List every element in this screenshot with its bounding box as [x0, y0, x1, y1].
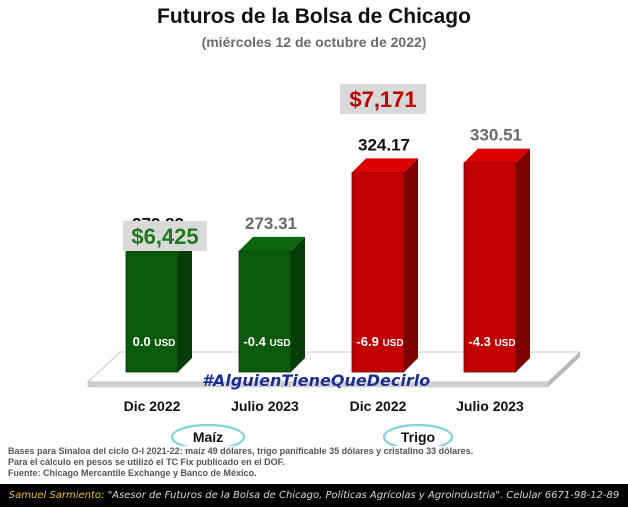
x-tick-label: Dic 2022: [124, 398, 181, 414]
x-tick-label: Julio 2023: [456, 398, 524, 414]
bar-side: [178, 237, 192, 372]
bar-top: [239, 236, 305, 251]
group-label: Trigo: [401, 429, 435, 445]
bar-front: [238, 250, 292, 373]
chart-title: Futuros de la Bolsa de Chicago: [157, 5, 471, 28]
footnotes: Bases para Sinaloa del ciclo O-I 2021-22…: [8, 446, 608, 479]
bar-top: [352, 158, 418, 173]
bar-side: [404, 158, 418, 372]
author-footer-bar: Samuel Sarmiento: "Asesor de Futuros de …: [0, 484, 628, 507]
x-tick-label: Julio 2023: [231, 398, 299, 414]
bar-change-label: -4.3 USD: [468, 334, 515, 349]
price-callout-box: [340, 84, 426, 114]
group-label-oval: [382, 423, 454, 446]
chart-subtitle: (miércoles 12 de octubre de 2022): [201, 34, 427, 50]
watermark-hashtag: #AlguienTieneQueDecirlo: [202, 371, 430, 390]
group-label: Maíz: [193, 429, 223, 445]
x-tick-label: Dic 2022: [350, 398, 407, 414]
bar-top: [464, 148, 530, 163]
bar-change-label: 0.0 USD: [133, 334, 176, 349]
bar-side: [291, 236, 305, 372]
bar-value-label: 324.17: [358, 135, 410, 154]
author-footer-text: Samuel Sarmiento: "Asesor de Futuros de …: [0, 490, 628, 501]
bar-value-label: 330.51: [470, 126, 522, 145]
price-callout-label: $6,425: [131, 224, 198, 249]
price-callout-label: $7,171: [349, 87, 416, 112]
bar-front: [351, 172, 405, 373]
group-label-oval: [170, 423, 246, 446]
author-description: "Asesor de Futuros de la Bolsa de Chicag…: [104, 490, 620, 501]
bar-change-label: -6.9 USD: [356, 334, 403, 349]
bar-change-label: -0.4 USD: [243, 334, 290, 349]
bar-front: [125, 251, 179, 373]
price-callout-box: [123, 221, 207, 251]
bar-side: [516, 148, 530, 372]
chart-floor-side: [548, 352, 580, 387]
bar-value-label: 273.31: [245, 214, 297, 233]
footnote-line: Fuente: Chicago Mercantile Exchange y Ba…: [8, 468, 257, 478]
footnote-line: Bases para Sinaloa del ciclo O-I 2021-22…: [8, 446, 474, 456]
footnote-line: Para el cálculo en pesos se utilizó el T…: [8, 457, 285, 467]
author-name: Samuel Sarmiento:: [8, 490, 105, 501]
